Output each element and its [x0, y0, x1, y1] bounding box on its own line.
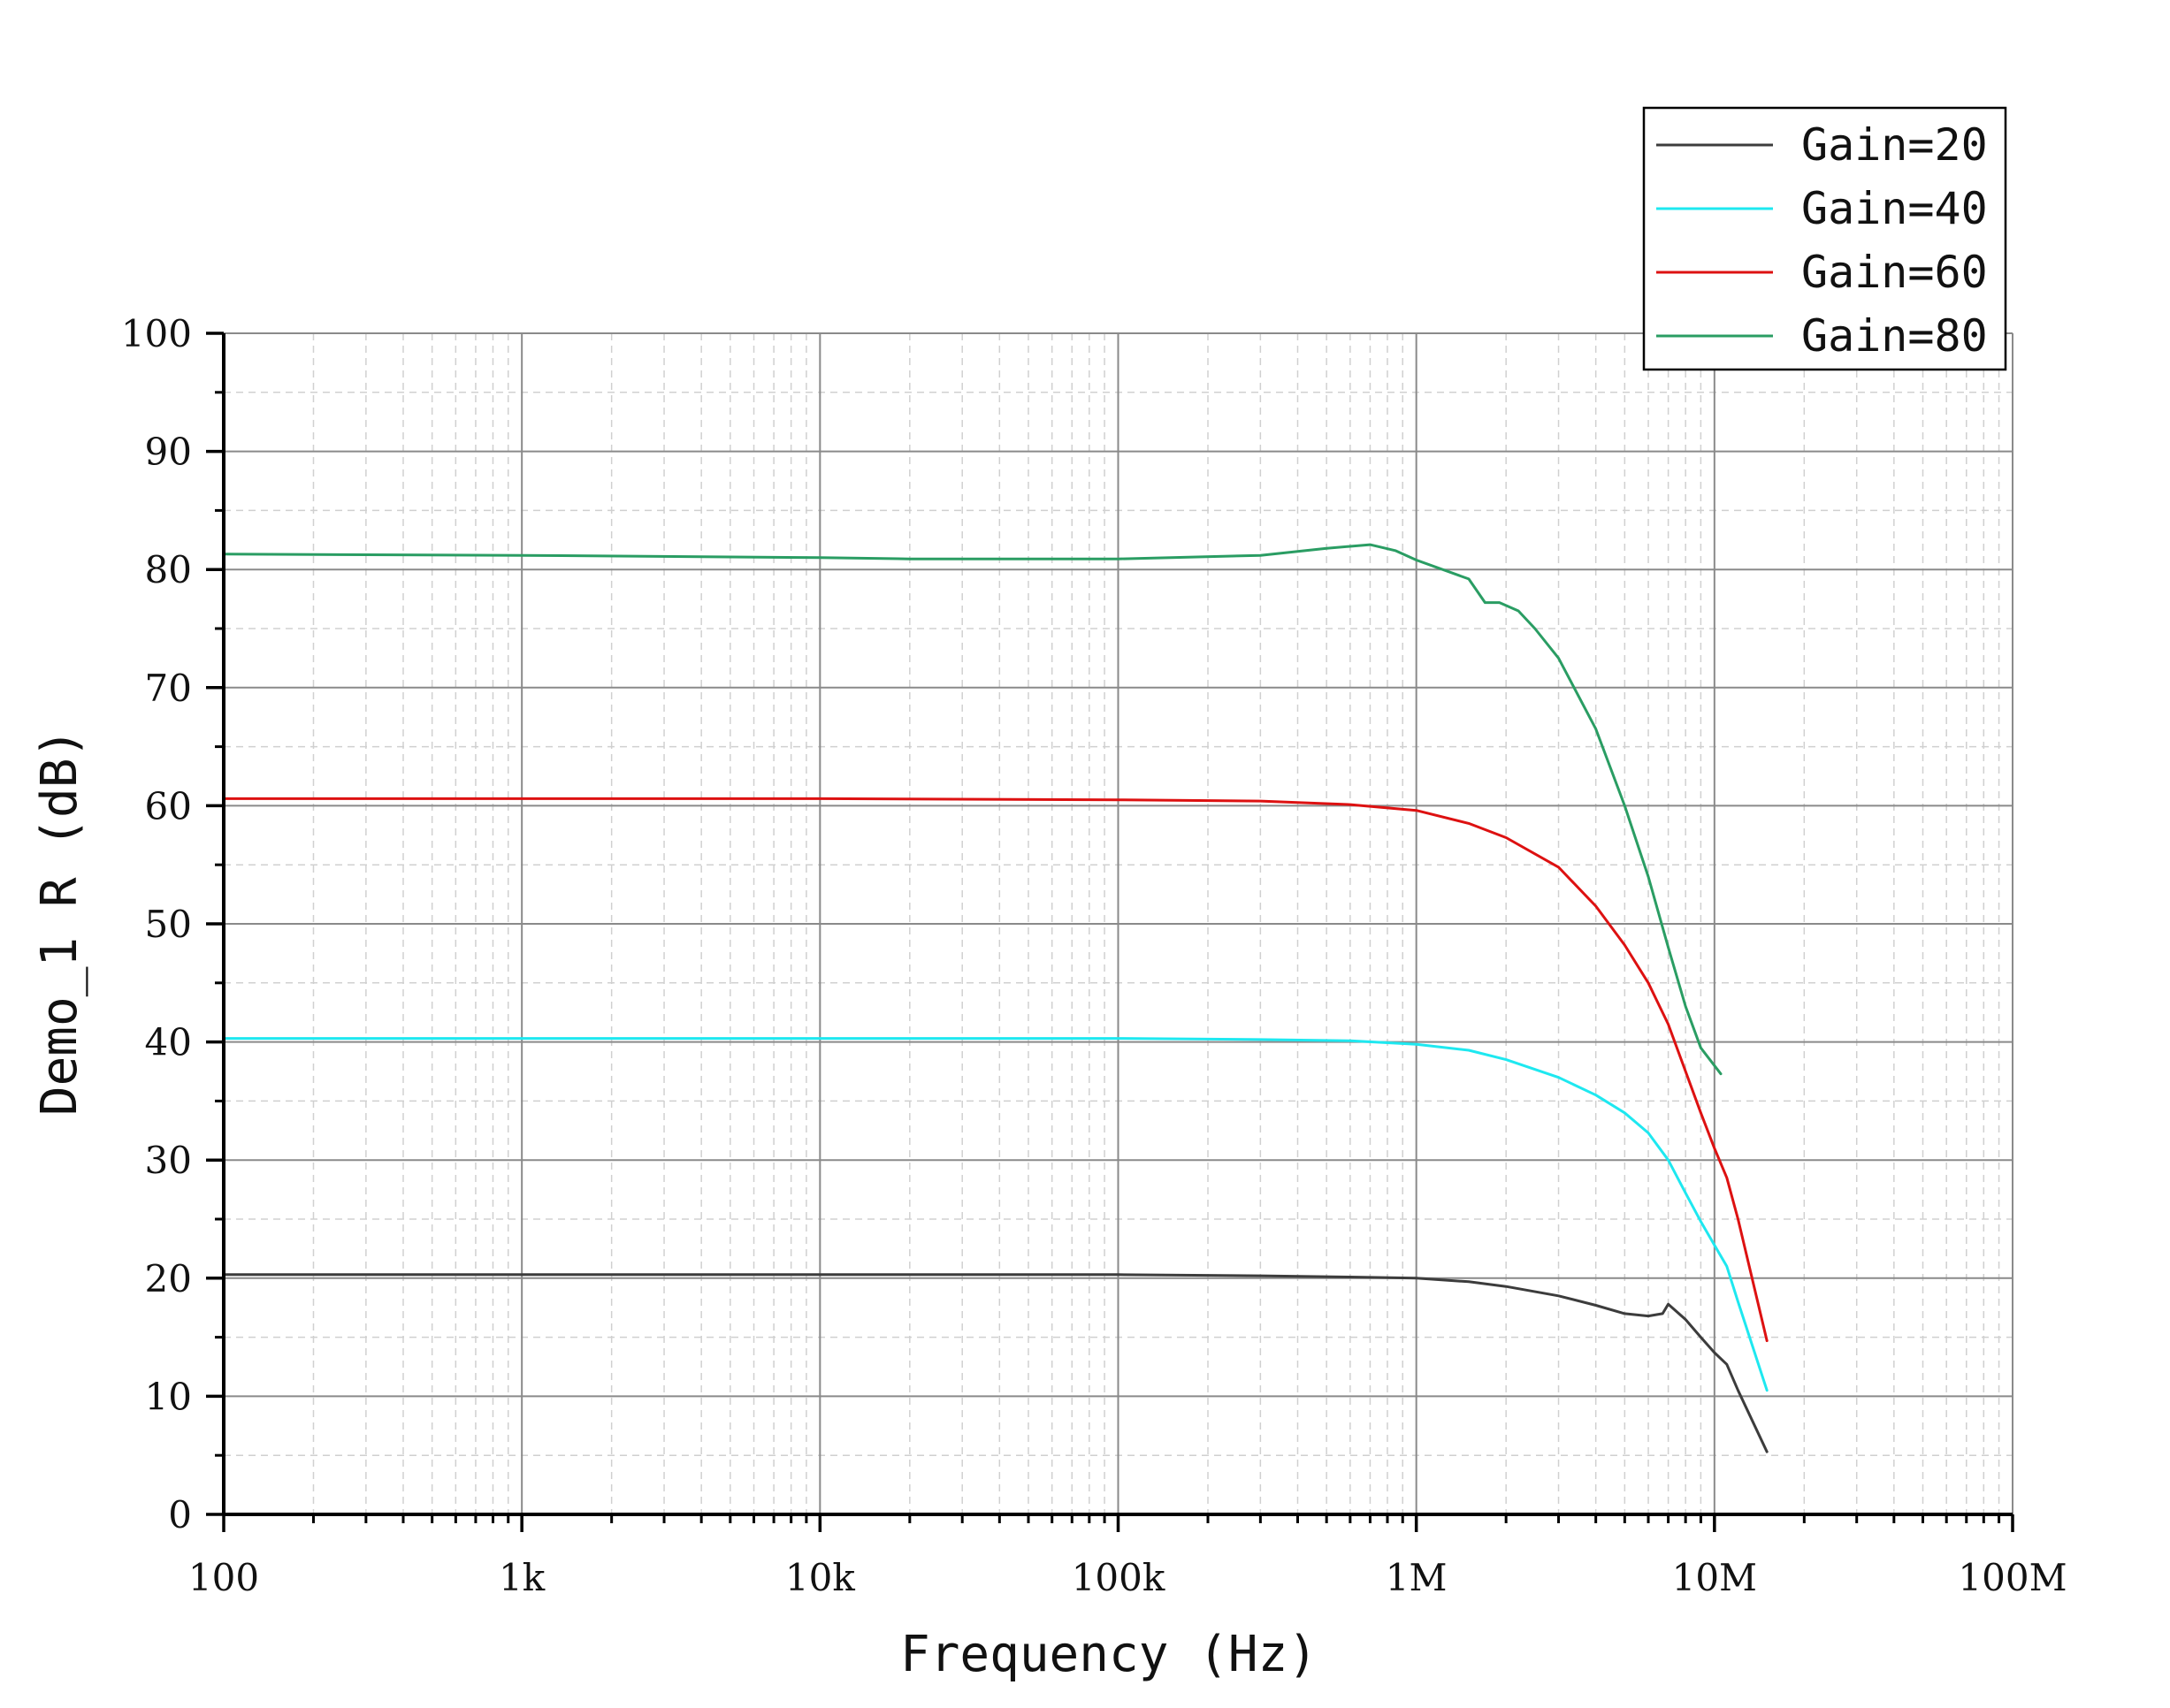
legend-label: Gain=40	[1801, 183, 1988, 234]
y-tick-label: 90	[145, 431, 192, 474]
x-tick-label: 1k	[499, 1556, 546, 1599]
legend-label: Gain=80	[1801, 310, 1988, 362]
legend-label: Gain=20	[1801, 119, 1988, 171]
y-tick-label: 10	[145, 1375, 192, 1418]
y-tick-label: 80	[145, 548, 192, 591]
y-tick-label: 100	[121, 312, 192, 355]
tick-labels: 100 1k 10k 100k 1M 10M 100M 0 10 20 30 40 50 60 70 80 90…	[121, 312, 2067, 1599]
series-line-gain-2	[222, 1037, 1769, 1392]
legend: Gain=20 Gain=40 Gain=60 Gain=80	[1642, 106, 2007, 371]
legend-box	[1642, 106, 2007, 371]
axes	[206, 332, 2014, 1532]
x-tick-label: 100k	[1072, 1556, 1165, 1599]
x-axis-title: Frequency (Hz)	[900, 1626, 1318, 1683]
y-tick-label: 20	[145, 1257, 192, 1300]
series-line-gain-3	[222, 797, 1769, 1343]
series-line-gain-4	[222, 543, 1723, 1076]
legend-label: Gain=60	[1801, 247, 1988, 298]
y-tick-label: 60	[145, 784, 192, 827]
series-line-gain-1	[222, 1273, 1769, 1453]
y-tick-label: 40	[145, 1021, 192, 1064]
y-tick-label: 50	[145, 903, 192, 946]
x-tick-label: 1M	[1386, 1556, 1448, 1599]
x-tick-label: 100M	[1958, 1556, 2067, 1599]
x-tick-label: 10M	[1672, 1556, 1757, 1599]
series-layer	[222, 543, 1769, 1453]
y-tick-label: 70	[145, 667, 192, 710]
y-tick-label: 0	[168, 1493, 192, 1536]
x-tick-label: 100	[188, 1556, 259, 1599]
y-axis-title: Demo_1 R (dB)	[31, 728, 88, 1116]
y-tick-label: 30	[145, 1139, 192, 1182]
x-tick-label: 10k	[785, 1556, 855, 1599]
